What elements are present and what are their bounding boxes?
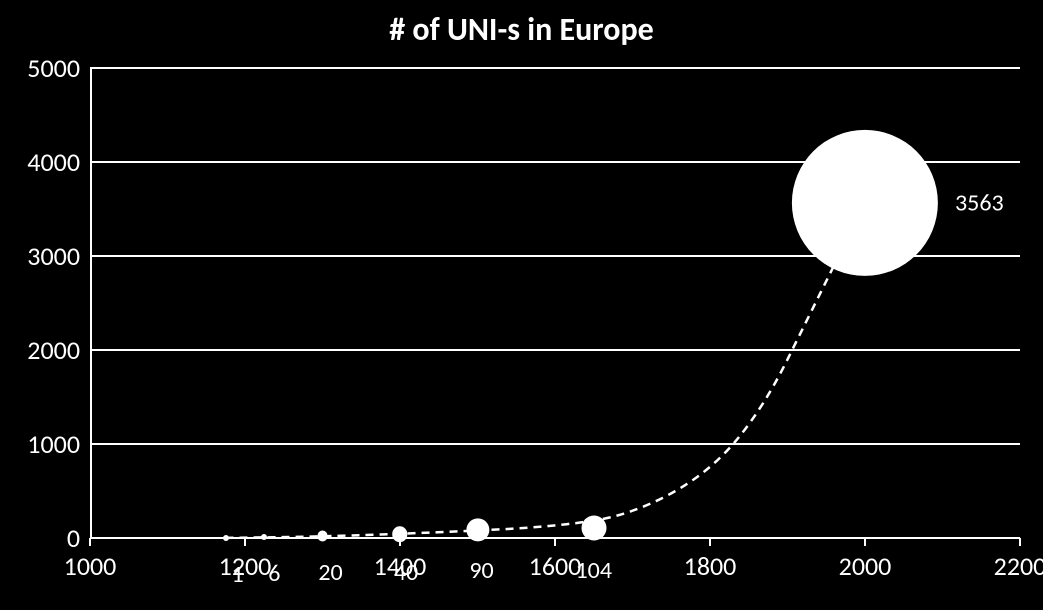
gridline [90,349,1020,351]
y-tick-label: 2000 [27,334,90,366]
bubble-label: 3563 [955,189,1004,218]
bubble [261,534,267,540]
trend-path [226,203,865,538]
x-tick-label: 1200 [219,538,272,582]
y-tick-label: 3000 [27,240,90,272]
y-tick-label: 5000 [27,52,90,84]
x-tick-label: 2000 [839,538,892,582]
bubble [581,516,606,541]
bubble [792,130,938,276]
bubble-label: 6 [268,559,280,588]
y-tick-label: 4000 [27,146,90,178]
bubble-label: 90 [469,556,493,585]
bubble [317,531,328,542]
plot-area: 0100020003000400050001000120014001600180… [90,68,1020,538]
x-tick-label: 1000 [64,538,117,582]
bubble-label: 1 [232,560,244,589]
chart-title: # of UNI-s in Europe [0,10,1043,49]
bubble-label: 20 [318,558,342,587]
y-tick-label: 1000 [27,428,90,460]
bubble-label: 40 [394,558,418,587]
x-tick-label: 1600 [529,538,582,582]
x-tick-label: 1800 [684,538,737,582]
gridline [90,67,1020,69]
chart-container: # of UNI-s in Europe 0100020003000400050… [0,0,1043,610]
bubble [223,535,229,541]
gridline [90,443,1020,445]
x-tick-label: 2200 [994,538,1043,582]
bubble-label: 104 [576,556,613,585]
